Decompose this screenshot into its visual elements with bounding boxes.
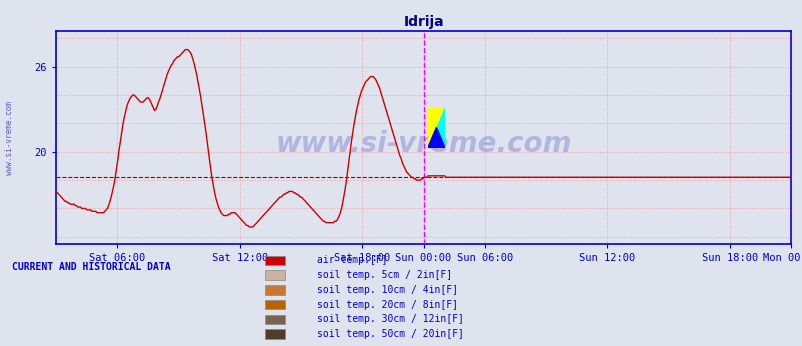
Text: soil temp. 5cm / 2in[F]: soil temp. 5cm / 2in[F] [317,270,452,280]
Title: Idrija: Idrija [403,15,444,29]
Text: soil temp. 20cm / 8in[F]: soil temp. 20cm / 8in[F] [317,300,458,310]
Polygon shape [427,107,445,148]
Text: air temp.[F]: air temp.[F] [317,255,387,265]
Bar [265,270,285,280]
Bar [265,285,285,294]
Bar [265,300,285,309]
Bar [265,315,285,324]
Text: CURRENT AND HISTORICAL DATA: CURRENT AND HISTORICAL DATA [12,262,171,272]
Polygon shape [427,127,445,148]
Text: www.si-vreme.com: www.si-vreme.com [5,101,14,175]
Text: soil temp. 30cm / 12in[F]: soil temp. 30cm / 12in[F] [317,315,464,324]
Bar [265,329,285,339]
Text: www.si-vreme.com: www.si-vreme.com [275,130,571,158]
Text: soil temp. 50cm / 20in[F]: soil temp. 50cm / 20in[F] [317,329,464,339]
Bar [265,256,285,265]
Text: soil temp. 10cm / 4in[F]: soil temp. 10cm / 4in[F] [317,285,458,295]
Polygon shape [427,107,445,148]
